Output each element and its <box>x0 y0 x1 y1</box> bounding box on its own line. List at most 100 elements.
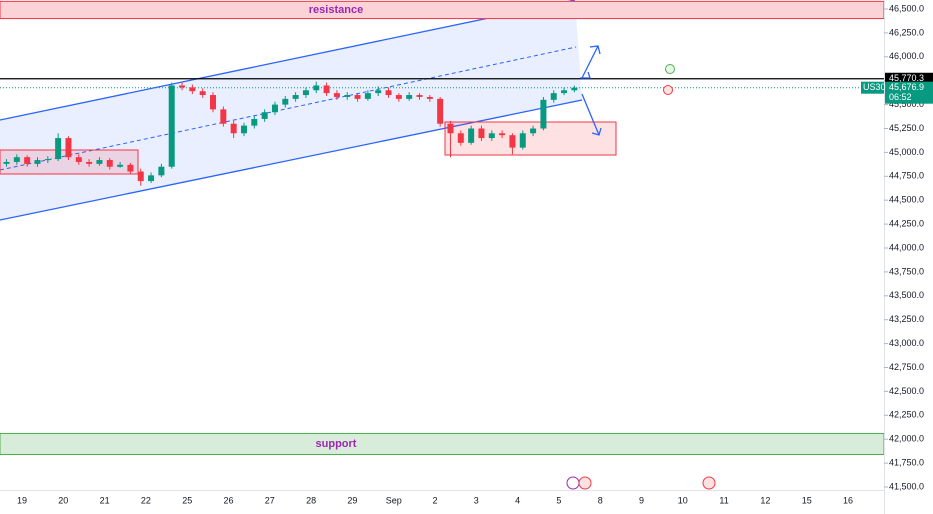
x-tick-label: 2 <box>432 495 437 505</box>
candle-body <box>550 93 557 100</box>
candle-body <box>282 98 289 105</box>
y-tick-label: 42,750.0 <box>889 362 924 372</box>
x-tick-label: 11 <box>719 495 728 505</box>
candle-body <box>117 164 124 167</box>
candle-body <box>364 93 371 99</box>
y-tick-label: 43,500.0 <box>889 290 924 300</box>
candle-body <box>96 160 103 164</box>
y-tick-label: 44,500.0 <box>889 195 924 205</box>
x-tick-label: 26 <box>223 495 233 505</box>
candle-body <box>86 161 93 164</box>
x-tick-label: 9 <box>639 495 644 505</box>
candle-body <box>447 123 454 134</box>
x-tick-label: 22 <box>141 495 151 505</box>
candle-body <box>44 159 51 161</box>
candle-body <box>24 157 31 164</box>
candle-body <box>210 95 217 110</box>
support-label: support <box>316 438 357 450</box>
candle-body <box>509 135 516 148</box>
candle-body <box>561 90 568 94</box>
candle-body <box>271 104 278 113</box>
candle-body <box>478 128 485 139</box>
x-tick-label: 10 <box>678 495 688 505</box>
y-tick-label: 46,500.0 <box>889 3 924 13</box>
event-icon <box>578 476 592 490</box>
candle-body <box>499 133 506 136</box>
candle-body <box>148 175 155 182</box>
candle-body <box>65 138 72 158</box>
candle-body <box>189 87 196 92</box>
candle-body <box>406 95 413 99</box>
y-tick-label: 46,250.0 <box>889 27 924 37</box>
x-tick-label: 16 <box>843 495 853 505</box>
candle-body <box>55 138 62 160</box>
candle-body <box>571 87 578 91</box>
candle-body <box>354 95 361 99</box>
candle-body <box>488 133 495 139</box>
symbol: US30 <box>863 82 886 92</box>
x-tick-label: 29 <box>347 495 357 505</box>
range-box <box>444 121 617 156</box>
countdown: 06:52 <box>889 92 912 102</box>
x-tick-label: 28 <box>306 495 316 505</box>
candle-body <box>375 90 382 94</box>
candle-body <box>13 157 20 162</box>
x-tick-label: 3 <box>474 495 479 505</box>
x-tick-label: 19 <box>17 495 27 505</box>
channel-upper <box>0 0 576 121</box>
x-tick-label: 4 <box>515 495 520 505</box>
candle-body <box>530 128 537 134</box>
x-tick-label: 15 <box>802 495 812 505</box>
candle-body <box>261 112 268 119</box>
candle-body <box>302 90 309 96</box>
y-tick-label: 44,000.0 <box>889 242 924 252</box>
candle-body <box>519 133 526 148</box>
y-tick-label: 42,500.0 <box>889 386 924 396</box>
y-tick-label: 43,750.0 <box>889 266 924 276</box>
candle-body <box>333 93 340 97</box>
y-tick-label: 43,000.0 <box>889 338 924 348</box>
candle-body <box>313 85 320 91</box>
candle-body <box>75 157 82 162</box>
candle-body <box>251 118 258 126</box>
symbol-tag <box>861 81 884 94</box>
x-tick-label: 8 <box>598 495 603 505</box>
candle-body <box>34 160 41 164</box>
channel-fill <box>0 0 582 220</box>
x-tick-label: 25 <box>182 495 192 505</box>
candle-body <box>179 85 186 88</box>
y-tick-label: 44,250.0 <box>889 218 924 228</box>
y-tick-label: 46,000.0 <box>889 51 924 61</box>
candle-body <box>168 85 175 167</box>
candle-body <box>540 99 547 129</box>
y-tick-label: 43,250.0 <box>889 314 924 324</box>
y-tick-label: 45,000.0 <box>889 147 924 157</box>
candle-body <box>385 90 392 96</box>
candle-body <box>416 95 423 97</box>
arrows <box>580 45 602 136</box>
x-tick-label: 5 <box>556 495 561 505</box>
candle-body <box>395 95 402 99</box>
x-axis-line <box>0 490 884 491</box>
candle-body <box>457 133 464 143</box>
candle-body <box>344 95 351 97</box>
event-icon <box>702 476 716 490</box>
candle-body <box>240 125 247 134</box>
x-tick-label: 27 <box>265 495 275 505</box>
candle-body <box>437 98 444 124</box>
signal-down <box>663 85 673 95</box>
candle-body <box>426 96 433 99</box>
event-icon <box>566 476 580 490</box>
y-tick-label: 45,500.0 <box>889 99 924 109</box>
candle-body <box>137 171 144 182</box>
x-tick-label: Sep <box>386 495 402 505</box>
x-tick-label: 12 <box>760 495 770 505</box>
candle-body <box>230 123 237 134</box>
support-band <box>0 432 885 455</box>
last-price-label: 45,676.9 <box>889 82 924 92</box>
candle-body <box>158 166 165 176</box>
candle-body <box>3 161 10 164</box>
signal-up <box>665 64 675 74</box>
y-axis-line <box>884 0 885 514</box>
candle-body <box>292 95 299 99</box>
